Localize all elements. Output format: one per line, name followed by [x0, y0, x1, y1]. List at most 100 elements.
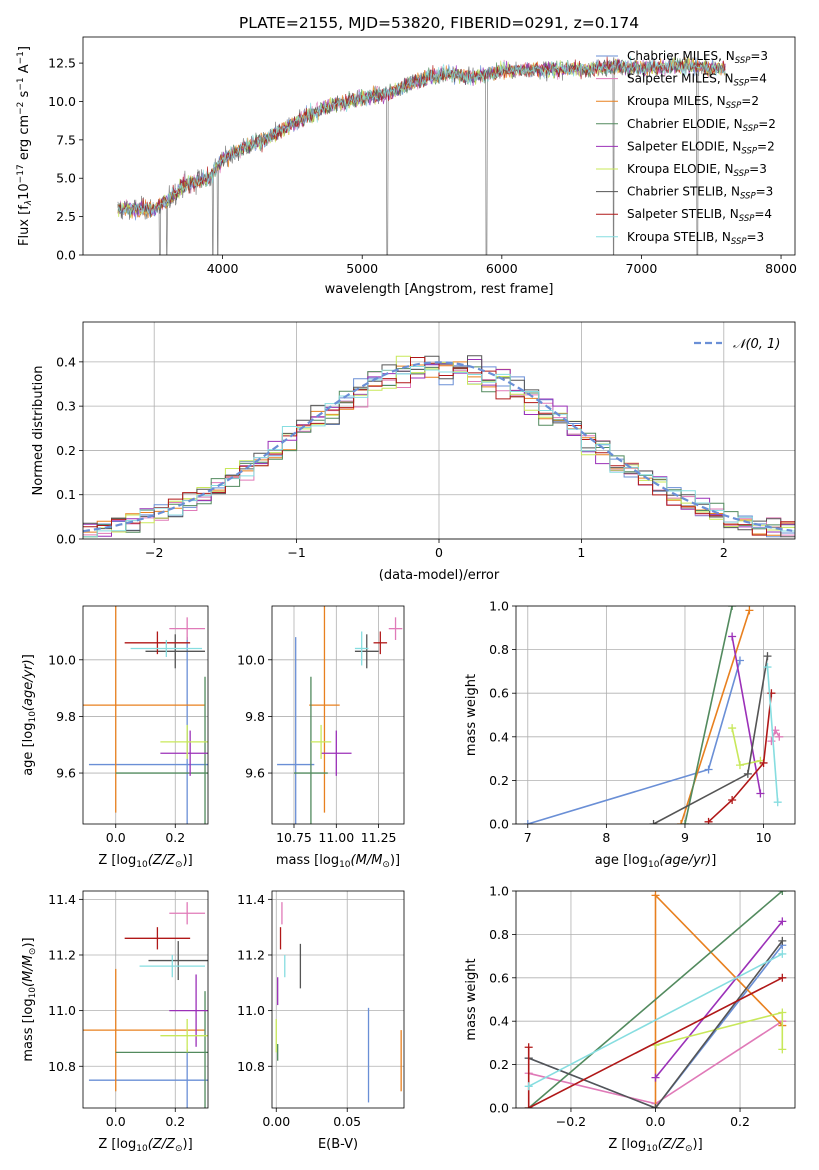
errorbar-salpeter-stelib: [124, 927, 191, 950]
model-line-kroupa-stelib: [117, 56, 726, 216]
y-tick-label: 0.0: [489, 1101, 509, 1116]
weight-marker: [649, 820, 658, 824]
errorbar-kroupa-stelib: [130, 639, 203, 657]
plot-frame: [515, 890, 796, 1109]
y-axis-label: mass weight: [464, 674, 479, 756]
errorbar-chabrier-miles: [88, 637, 208, 824]
x-tick-label: 5000: [346, 261, 378, 276]
label-part: ⊙: [175, 860, 183, 870]
plot-frame: [271, 605, 405, 825]
weight-line-kroupa-miles: [654, 893, 783, 1108]
ticks: 4000 5000 6000 7000 8000 0.0 2.5 5.0 7.5 10.0 12.5: [48, 56, 797, 276]
x-tick-label: 0.2: [165, 1114, 185, 1129]
weight-marker: [778, 973, 787, 982]
y-tick-label: 0.6: [489, 686, 509, 701]
y-tick-label: 0.6: [489, 970, 509, 985]
legend-subscript: SSP: [735, 56, 751, 66]
ticks: 0.0 0.2 10.8 11.0 11.2 11.4: [48, 892, 185, 1129]
legend-count: =2: [741, 94, 759, 108]
x-axis-label: E(B-V): [318, 1137, 358, 1152]
y-tick-label: 0.0: [56, 532, 76, 547]
legend-text: Salpeter STELIB, N: [627, 207, 739, 221]
y-tick-label: 0.2: [489, 773, 509, 788]
label-part: (Z/Z: [148, 1137, 176, 1152]
weight-line-chabrier-elodie: [528, 891, 783, 1108]
weight-line-salpeter-elodie: [731, 636, 762, 794]
x-tick-label: −2: [145, 545, 163, 560]
error-bars: [275, 902, 402, 1103]
weight-line-chabrier-elodie: [684, 606, 733, 824]
legend-entry: Kroupa ELODIE, NSSP=3: [627, 162, 767, 179]
legend-subscript: SSP: [741, 146, 757, 156]
y-axis-label: mass [log10(M/M⊙)]: [21, 937, 38, 1061]
y-tick-label: 0.8: [489, 642, 509, 657]
errorbar-kroupa-miles: [309, 606, 340, 813]
legend-text: Chabrier STELIB, N: [627, 185, 740, 199]
weight-marker: [728, 724, 737, 733]
weight-line-salpeter-stelib: [707, 693, 773, 823]
y-tick-label: 7.5: [56, 132, 76, 147]
label-part: 10: [28, 711, 38, 723]
weight-marker: [728, 796, 737, 805]
legend-entry: Kroupa MILES, NSSP=2: [627, 94, 759, 111]
label-part: 10: [28, 987, 38, 999]
x-tick-label: −1: [287, 545, 305, 560]
label-part: ]: [17, 46, 32, 51]
label-part: (age/yr): [21, 659, 36, 711]
label-part: (Z/Z: [658, 1137, 686, 1152]
y-tick-label: 11.0: [237, 1003, 265, 1018]
weight-line-kroupa-stelib: [528, 953, 783, 1088]
weight-line-kroupa-elodie: [731, 727, 761, 767]
legend-count: =3: [756, 185, 774, 199]
legend-entry: Chabrier ELODIE, NSSP=2: [627, 117, 776, 134]
legend-subscript: SSP: [740, 192, 756, 202]
label-part: )]: [183, 853, 193, 868]
weight-marker: [778, 891, 787, 895]
y-tick-label: 1.0: [489, 884, 509, 899]
errorbar-chabrier-elodie: [115, 991, 208, 1108]
x-axis-label: age [log10(age/yr)]: [595, 853, 717, 870]
label-part: A: [17, 64, 32, 77]
legend-text: Chabrier MILES, N: [627, 49, 735, 63]
weight-line-kroupa-elodie: [655, 1011, 784, 1050]
x-tick-label: 0.00: [262, 1114, 290, 1129]
x-tick-label: 11.25: [361, 830, 397, 845]
label-part: mass [log: [276, 853, 339, 868]
grid-lines: [516, 605, 795, 825]
weight-marker: [680, 820, 689, 824]
errorbar-kroupa-miles: [83, 606, 206, 813]
y-tick-label: 0.4: [489, 729, 509, 744]
errorbar-kroupa-elodie: [160, 1018, 208, 1053]
y-tick-label: 11.4: [48, 892, 76, 907]
legend-entry: Chabrier STELIB, NSSP=3: [627, 185, 773, 202]
label-part: s: [17, 90, 32, 101]
weight-line-chabrier-miles: [527, 660, 741, 824]
weight-marker: [773, 798, 782, 807]
weight-marker: [651, 1104, 660, 1108]
label-part: )]: [183, 1137, 193, 1152]
weight-marker: [745, 606, 754, 615]
legend-count: =3: [749, 162, 767, 176]
y-tick-label: 10.0: [237, 652, 265, 667]
plot-frame: [515, 605, 796, 825]
weight-marker: [524, 1104, 533, 1108]
x-tick-label: 0.0: [646, 1114, 666, 1129]
x-tick-label: 8: [602, 830, 610, 845]
weight-marker: [775, 732, 784, 741]
y-axis-label: Flux [fλ10−17 erg cm−2 s−1 A−1]: [16, 46, 34, 246]
errorbar-chabrier-elodie: [115, 676, 208, 824]
y-tick-label: 0.3: [56, 399, 76, 414]
plot-frame: [82, 890, 209, 1109]
legend-count: =3: [750, 49, 768, 63]
legend-text: Chabrier ELODIE, N: [627, 117, 743, 131]
weight-marker: [778, 1008, 787, 1017]
errorbar-salpeter-stelib: [124, 631, 191, 655]
weight-marker: [763, 652, 772, 661]
weight-marker: [756, 789, 765, 798]
y-axis-label: mass weight: [464, 958, 479, 1040]
errorbar-chabrier-stelib: [148, 941, 208, 981]
label-part: Z [log: [98, 1137, 136, 1152]
label-part: ⊙: [685, 1144, 693, 1154]
weight-marker: [743, 769, 752, 778]
errorbar-kroupa-stelib: [139, 954, 206, 978]
